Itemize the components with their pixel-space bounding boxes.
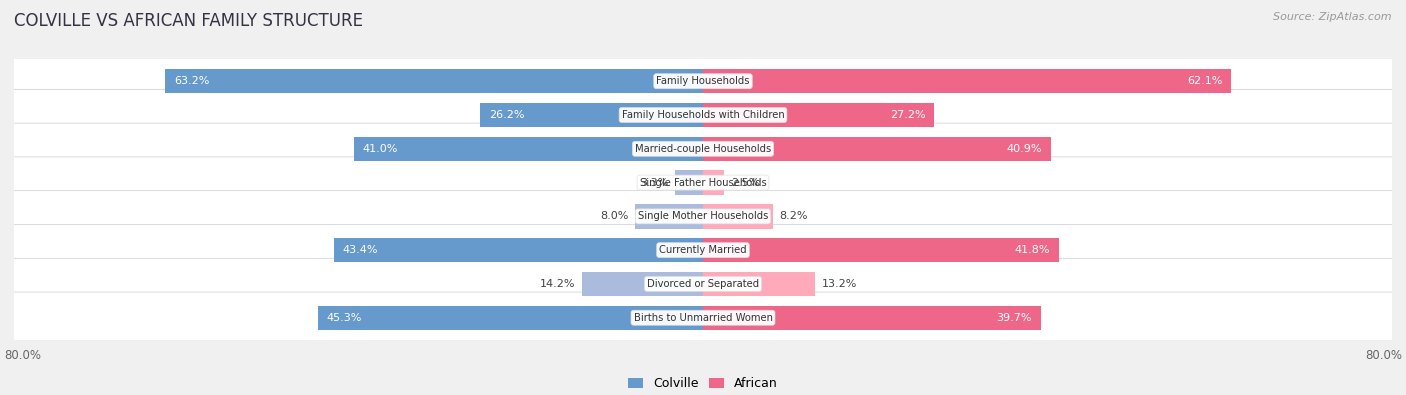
Text: Married-couple Households: Married-couple Households	[636, 144, 770, 154]
Bar	[703, 204, 773, 229]
Text: 8.2%: 8.2%	[779, 211, 808, 221]
Text: 41.0%: 41.0%	[363, 144, 398, 154]
Text: 40.9%: 40.9%	[1007, 144, 1042, 154]
FancyBboxPatch shape	[11, 56, 1395, 107]
FancyBboxPatch shape	[11, 258, 1395, 310]
Bar	[703, 238, 1059, 262]
Text: 43.4%: 43.4%	[343, 245, 378, 255]
Bar	[703, 69, 1232, 93]
Bar	[166, 69, 703, 93]
Text: 62.1%: 62.1%	[1187, 76, 1223, 86]
Text: Single Mother Households: Single Mother Households	[638, 211, 768, 221]
Text: Family Households with Children: Family Households with Children	[621, 110, 785, 120]
Text: Family Households: Family Households	[657, 76, 749, 86]
Text: 8.0%: 8.0%	[600, 211, 628, 221]
Text: 27.2%: 27.2%	[890, 110, 925, 120]
Text: 13.2%: 13.2%	[823, 279, 858, 289]
Text: 39.7%: 39.7%	[997, 313, 1032, 323]
FancyBboxPatch shape	[11, 89, 1395, 141]
Bar	[318, 306, 703, 330]
FancyBboxPatch shape	[11, 157, 1395, 208]
Text: Births to Unmarried Women: Births to Unmarried Women	[634, 313, 772, 323]
Text: 63.2%: 63.2%	[174, 76, 209, 86]
Bar	[582, 272, 703, 296]
FancyBboxPatch shape	[11, 292, 1395, 343]
FancyBboxPatch shape	[11, 191, 1395, 242]
Text: 3.3%: 3.3%	[640, 178, 668, 188]
Bar	[703, 170, 724, 195]
Text: Source: ZipAtlas.com: Source: ZipAtlas.com	[1274, 12, 1392, 22]
Text: 45.3%: 45.3%	[326, 313, 361, 323]
Bar	[703, 272, 815, 296]
Text: 2.5%: 2.5%	[731, 178, 759, 188]
Text: Single Father Households: Single Father Households	[640, 178, 766, 188]
Bar	[675, 170, 703, 195]
Bar	[333, 238, 703, 262]
Text: 41.8%: 41.8%	[1015, 245, 1050, 255]
Text: 26.2%: 26.2%	[489, 110, 524, 120]
Text: Currently Married: Currently Married	[659, 245, 747, 255]
FancyBboxPatch shape	[11, 123, 1395, 175]
FancyBboxPatch shape	[11, 224, 1395, 276]
Bar	[703, 137, 1050, 161]
Bar	[354, 137, 703, 161]
Bar	[636, 204, 703, 229]
Text: 14.2%: 14.2%	[540, 279, 575, 289]
Text: COLVILLE VS AFRICAN FAMILY STRUCTURE: COLVILLE VS AFRICAN FAMILY STRUCTURE	[14, 12, 363, 30]
Bar	[481, 103, 703, 127]
Text: Divorced or Separated: Divorced or Separated	[647, 279, 759, 289]
Bar	[703, 103, 935, 127]
Bar	[703, 306, 1040, 330]
Legend: Colville, African: Colville, African	[623, 372, 783, 395]
